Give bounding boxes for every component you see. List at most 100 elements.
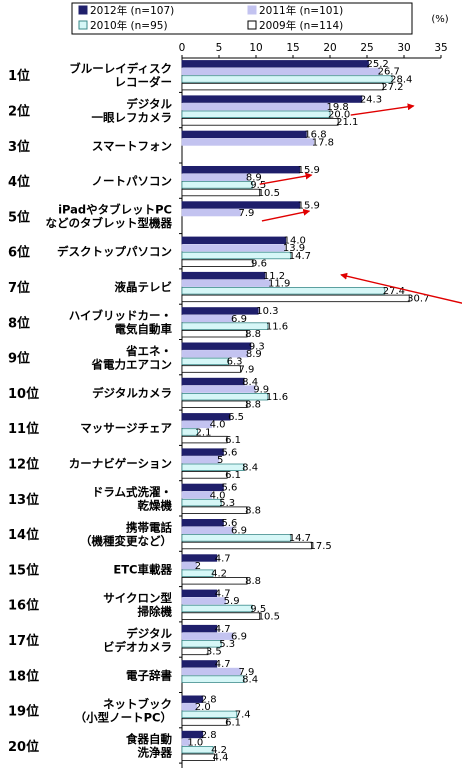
value-label: 4.0 <box>210 420 226 431</box>
value-label: 20.0 <box>328 110 350 121</box>
bar <box>181 695 204 703</box>
rank-label: 9位 <box>8 351 30 367</box>
bar <box>181 118 339 126</box>
category-label: デジタルカメラ <box>92 386 172 400</box>
bar <box>181 322 269 330</box>
category-label: カーナビゲーション <box>69 457 172 471</box>
bar <box>181 561 198 570</box>
legend-box <box>71 2 413 35</box>
bar <box>181 236 286 244</box>
value-label: 25.2 <box>366 59 388 70</box>
value-label: 13.9 <box>283 243 305 254</box>
bar <box>181 294 410 303</box>
value-label: 5.6 <box>221 483 237 494</box>
value-label: 11.2 <box>263 271 285 282</box>
value-label: 9.3 <box>249 342 265 353</box>
bar <box>181 730 204 739</box>
value-labels: 25.226.728.427.224.319.820.021.116.817.8… <box>187 59 429 763</box>
value-label: 14.0 <box>284 236 306 247</box>
bar <box>181 138 315 146</box>
bar <box>181 287 386 295</box>
bar <box>181 498 222 507</box>
category-label: サイクロン型 <box>103 591 172 605</box>
value-label: 6.1 <box>225 435 241 446</box>
legend-swatch <box>78 5 88 15</box>
category-label: 電子辞書 <box>126 668 172 682</box>
value-label: 6.9 <box>231 632 247 643</box>
x-tick-label: 5 <box>216 42 223 54</box>
category-label: ドラム式洗濯・ <box>92 485 172 499</box>
category-label: マッサージチェア <box>80 421 172 435</box>
bar <box>181 110 331 118</box>
rank-label: 8位 <box>8 315 30 331</box>
value-label: 10.5 <box>258 188 280 199</box>
category-label: ネットブック <box>103 697 172 711</box>
bar <box>181 130 307 139</box>
value-label: 27.4 <box>383 286 405 297</box>
bar <box>181 526 234 534</box>
value-label: 10.5 <box>258 611 280 622</box>
category-label: 洗浄器 <box>138 746 173 760</box>
bar <box>181 67 380 76</box>
value-label: 9.6 <box>251 258 267 269</box>
bar <box>181 738 190 746</box>
annotations <box>259 103 462 304</box>
bar <box>181 314 234 323</box>
red-arrow <box>340 272 462 304</box>
rank-label: 14位 <box>8 527 39 543</box>
bar <box>181 385 256 393</box>
x-tick-label: 10 <box>249 42 262 54</box>
value-label: 8.9 <box>246 173 262 184</box>
bar <box>181 208 241 217</box>
bar <box>181 244 286 252</box>
bar <box>181 647 209 656</box>
value-label: 3.5 <box>206 647 222 658</box>
value-label: 5.3 <box>219 639 235 650</box>
value-label: 8.4 <box>242 463 258 474</box>
rank-label: 2位 <box>8 104 30 120</box>
bar <box>181 675 245 683</box>
value-label: 11.6 <box>266 321 288 332</box>
value-label: 14.7 <box>289 533 311 544</box>
value-label: 6.5 <box>228 412 244 423</box>
value-label: 4.7 <box>215 589 231 600</box>
category-label: （小型ノートPC） <box>75 710 172 724</box>
category-label: ノートパソコン <box>92 174 173 188</box>
category-label: 携帯電話 <box>126 520 172 534</box>
bar <box>181 251 292 260</box>
rank-label: 4位 <box>8 174 30 190</box>
category-label: 省電力エアコン <box>91 357 173 371</box>
category-label: 電気自動車 <box>115 322 173 336</box>
value-label: 26.7 <box>378 67 400 78</box>
category-label: デジタル <box>126 626 172 640</box>
rank-label: 7位 <box>8 280 30 296</box>
category-label: 液晶テレビ <box>115 280 173 294</box>
value-label: 15.9 <box>298 165 320 176</box>
bar <box>181 746 214 754</box>
value-label: 5.3 <box>219 498 235 509</box>
bar <box>181 569 214 577</box>
value-label: 14.7 <box>289 251 311 262</box>
x-tick-label: 20 <box>323 42 336 54</box>
category-label: レコーダー <box>115 75 173 89</box>
bar <box>181 82 384 91</box>
value-label: 4.7 <box>215 659 231 670</box>
category-label: ビデオカメラ <box>103 640 172 654</box>
bar <box>181 577 248 585</box>
bar <box>181 640 222 648</box>
value-label: 5.6 <box>221 518 237 529</box>
value-label: 28.4 <box>390 74 412 85</box>
category-label: ハイブリッドカー・ <box>69 309 172 323</box>
bar <box>181 181 253 189</box>
x-tick-label: 30 <box>397 42 410 54</box>
value-label: 6.9 <box>231 526 247 537</box>
value-label: 16.8 <box>304 130 326 141</box>
bar <box>181 463 245 471</box>
value-label: 6.9 <box>231 314 247 325</box>
value-label: 5 <box>217 455 223 466</box>
category-label: 省エネ・ <box>125 344 172 358</box>
value-label: 2 <box>195 561 201 572</box>
rank-label: 17位 <box>8 633 39 649</box>
